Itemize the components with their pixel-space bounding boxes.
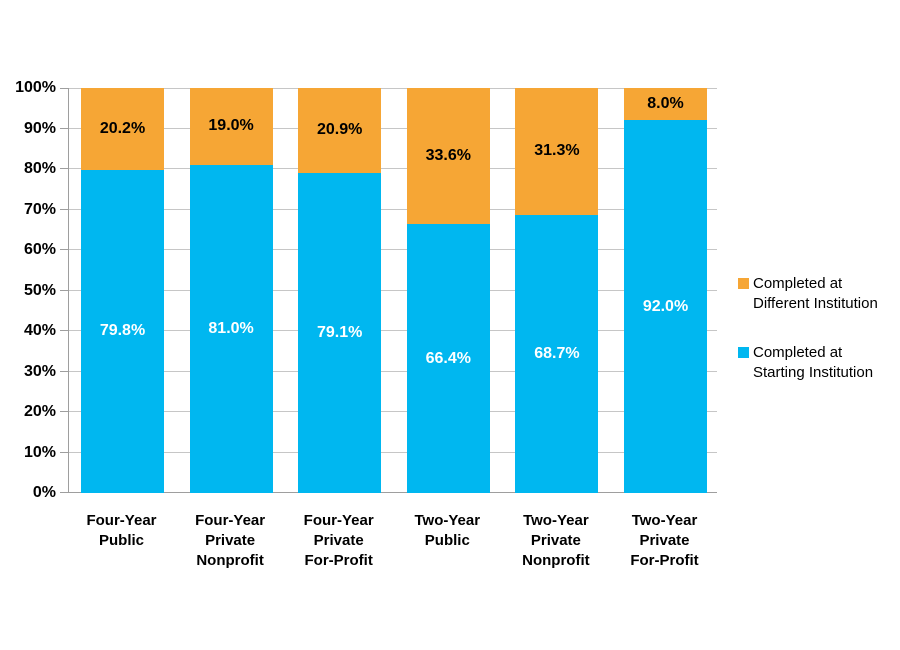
y-axis-tick (60, 289, 68, 291)
legend-label-line: Completed at (753, 275, 843, 292)
bar-value-label: 92.0% (642, 297, 689, 315)
gridline (69, 411, 717, 412)
bar-value-label: 20.2% (99, 119, 146, 137)
bar-value-label: 20.9% (317, 121, 363, 139)
y-axis-tick (60, 168, 68, 169)
bar-value-label: 79.8% (99, 322, 146, 340)
legend-swatch (738, 278, 749, 289)
y-axis-tick (60, 370, 68, 372)
y-axis-tick (60, 492, 68, 493)
gridline (69, 492, 717, 493)
legend-label-line: Completed at (753, 344, 843, 361)
legend-swatch (738, 347, 749, 358)
x-category-label-line: Public (98, 532, 144, 549)
y-tick-label: 80% (23, 160, 56, 177)
x-category-label-line: Public (424, 532, 470, 549)
gridline (69, 370, 717, 372)
y-axis-labels: 0% 10% 20% 30% 40% 50% 60% 70% 80% 90% 100% (0, 79, 56, 501)
y-axis-tick (60, 330, 68, 331)
y-tick-label: 70% (23, 200, 56, 218)
y-tick-label: 10% (23, 443, 56, 461)
y-axis-tick (60, 88, 68, 89)
gridline (69, 127, 717, 129)
x-category-label: Two-Year Private For-Profit (611, 511, 719, 571)
bar-segment-starting: 66.4% (406, 224, 490, 493)
bar-segment-different: 20.9% (298, 88, 382, 173)
bar-segment-starting: 68.7% (515, 214, 599, 493)
bar-value-label: 68.7% (534, 344, 580, 362)
bar-value-label: 19.0% (208, 117, 254, 135)
bar-segment-different: 33.6% (406, 88, 490, 225)
bar-value-label: 66.4% (425, 349, 471, 367)
gridline (69, 88, 717, 89)
bar-segment-different: 8.0% (624, 88, 707, 121)
x-category-label: Four-Year Private Nonprofit (176, 511, 284, 571)
x-category-label-line: Nonprofit (522, 552, 590, 569)
legend-label: Completed at Starting Institution (753, 343, 873, 383)
x-category-label-line: Private (205, 532, 256, 549)
bar-segment-different: 31.3% (515, 88, 599, 215)
x-category-label-line: Two-Year (631, 512, 698, 529)
bar-value-label: 33.6% (425, 147, 471, 165)
x-category-label-line: Nonprofit (196, 552, 264, 569)
y-axis-tick (60, 208, 68, 210)
y-tick-label: 0% (32, 484, 56, 501)
y-tick-label: 20% (23, 403, 56, 420)
x-category-label-line: Private (313, 532, 364, 549)
x-category-label-line: Two-Year (523, 512, 589, 529)
y-tick-label: 100% (15, 79, 56, 96)
bar-segment-different: 19.0% (189, 88, 273, 165)
legend-item: Completed at Different Institution (738, 274, 900, 314)
x-category-label-line: Four-Year (303, 512, 374, 529)
y-axis-tick (60, 249, 68, 250)
legend-item: Completed at Starting Institution (738, 343, 900, 383)
x-category-label: Four-Year Private For-Profit (285, 511, 393, 571)
bar-segment-different: 20.2% (81, 88, 164, 170)
x-category-label-line: Four-Year (195, 512, 266, 529)
y-tick-label: 90% (23, 119, 56, 137)
gridline (69, 249, 717, 250)
legend-label-line: Starting Institution (753, 364, 874, 381)
bar-segment-starting: 81.0% (189, 164, 273, 493)
x-category-label: Two-Year Private Nonprofit (502, 511, 610, 571)
y-axis-tick (60, 411, 68, 412)
y-tick-label: 60% (23, 241, 56, 258)
x-category-label: Two-Year Public (393, 511, 501, 551)
bar-value-label: 79.1% (317, 323, 363, 341)
x-category-label-line: Four-Year (86, 512, 157, 529)
legend-label-line: Different Institution (753, 295, 878, 312)
x-category-label-line: Two-Year (414, 512, 481, 529)
gridline (69, 289, 717, 291)
bar-segment-starting: 92.0% (624, 120, 707, 493)
gridline (69, 168, 717, 169)
x-category-label: Four-Year Public (68, 511, 176, 551)
legend-label: Completed at Different Institution (753, 274, 878, 314)
bar-value-label: 8.0% (647, 95, 684, 113)
y-axis-tick (60, 451, 68, 453)
x-axis-labels: Four-Year Public Four-Year Private Nonprofit… (68, 511, 716, 581)
gridline (69, 208, 717, 210)
x-category-label-line: Private (639, 532, 690, 549)
legend: Completed at Different Institution Complet… (738, 274, 900, 383)
bar-value-label: 31.3% (534, 142, 580, 160)
y-tick-label: 50% (23, 281, 56, 299)
gridline (69, 451, 717, 453)
x-category-label-line: For-Profit (304, 552, 373, 569)
y-tick-label: 40% (23, 322, 56, 339)
bar-segment-starting: 79.8% (81, 169, 164, 493)
gridline (69, 330, 717, 331)
y-tick-label: 30% (23, 362, 56, 380)
bar-segment-starting: 79.1% (298, 172, 382, 493)
x-category-label-line: For-Profit (630, 552, 699, 569)
x-category-label-line: Private (530, 532, 581, 549)
y-axis-tick (60, 127, 68, 129)
bar-value-label: 81.0% (208, 319, 254, 337)
plot-area: 79.8% 20.2% 81.0% 19.0% 79.1% 20.9% 66.4% 33.6%… (60, 88, 717, 493)
